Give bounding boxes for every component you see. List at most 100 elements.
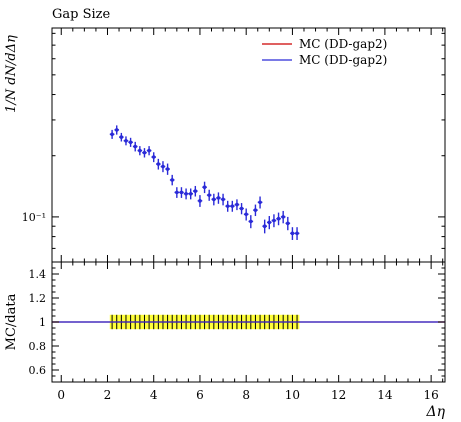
ratio-y-tick-label: 1.4 (29, 268, 47, 281)
data-point (109, 129, 115, 139)
data-point (114, 125, 120, 135)
data-point (174, 187, 180, 198)
x-tick-label: 4 (150, 388, 158, 402)
ratio-y-tick-label: 0.6 (29, 364, 47, 377)
data-point (179, 187, 184, 198)
data-point (160, 161, 166, 173)
main-y-tick-label: 10⁻¹ (22, 211, 46, 224)
x-tick-label: 0 (57, 388, 65, 402)
data-point-marker (147, 148, 151, 153)
data-point (123, 136, 129, 146)
x-tick-label: 12 (331, 388, 346, 402)
x-axis-label: Δη (426, 404, 446, 420)
data-point (197, 195, 203, 207)
data-point-marker (179, 190, 184, 195)
data-point (132, 141, 138, 152)
data-point-marker (128, 140, 133, 145)
data-point (290, 227, 295, 240)
data-point-marker (262, 224, 267, 229)
data-point (271, 214, 277, 228)
data-point (206, 189, 212, 201)
data-point-marker (151, 155, 156, 159)
data-point-marker (230, 204, 235, 208)
data-point-marker (276, 216, 281, 221)
data-point-marker (244, 212, 248, 217)
legend-entry: MC (DD-gap2) (262, 37, 387, 51)
data-point-marker (142, 150, 147, 155)
legend: MC (DD-gap2) MC (DD-gap2) (262, 37, 387, 67)
data-point (225, 200, 231, 212)
x-tick-label: 6 (196, 388, 204, 402)
data-point-marker (156, 162, 161, 166)
data-point-marker (110, 132, 114, 137)
data-point-marker (272, 218, 276, 223)
data-point (216, 192, 221, 204)
data-point-marker (202, 185, 207, 190)
x-tick-label: 16 (423, 388, 438, 402)
data-point (193, 185, 198, 197)
data-point-marker (119, 135, 124, 139)
data-point (156, 158, 161, 170)
data-point (248, 215, 254, 229)
ratio-y-tick-label: 1.2 (29, 292, 47, 305)
data-point (188, 188, 194, 200)
data-point-marker (286, 221, 290, 226)
main-panel: 10⁻¹ 1/N dN/dΔη MC (DD-gap2) MC (DD-gap2) (4, 27, 446, 263)
data-point (142, 148, 147, 158)
data-point (262, 219, 267, 234)
data-point-marker (290, 231, 295, 236)
data-point-marker (114, 128, 119, 132)
data-point (285, 216, 291, 231)
data-point-marker (239, 206, 244, 211)
data-point (234, 199, 240, 211)
data-point (119, 132, 124, 142)
data-point-marker (175, 190, 179, 195)
data-point-marker (207, 193, 211, 197)
data-point-marker (235, 202, 239, 207)
data-point (211, 193, 217, 206)
legend-entry: MC (DD-gap2) (262, 53, 387, 67)
data-point-marker (170, 178, 175, 182)
x-tick-label: 10 (285, 388, 300, 402)
data-point (165, 163, 170, 175)
data-point (146, 146, 152, 156)
main-y-axis-label: 1/N dN/dΔη (4, 35, 19, 113)
data-point (169, 174, 175, 186)
data-point-marker (138, 148, 142, 153)
ratio-y-axis-label: MC/data (4, 293, 19, 350)
data-point (243, 208, 249, 221)
data-point-marker (184, 191, 188, 196)
data-point-marker (188, 191, 193, 196)
data-point (266, 216, 272, 230)
ratio-panel: 0.6 0.8 1 1.2 1.4 0 2 4 6 8 10 12 14 16 MC/data Δη (4, 261, 446, 420)
data-point-marker (258, 200, 262, 205)
data-point (239, 203, 244, 215)
legend-label: MC (DD-gap2) (299, 53, 387, 67)
data-point (294, 227, 300, 240)
data-point (137, 146, 143, 156)
data-point (280, 210, 286, 224)
data-point (151, 152, 157, 163)
data-point-marker (225, 204, 230, 208)
data-point-marker (216, 196, 221, 200)
data-point (220, 193, 226, 206)
data-point (128, 137, 133, 147)
data-point (230, 200, 235, 212)
x-tick-label: 2 (104, 388, 112, 402)
data-point (183, 188, 189, 200)
ratio-y-tick-label: 1 (39, 316, 46, 329)
ratio-y-tick-label: 0.8 (29, 340, 47, 353)
data-point (276, 212, 281, 226)
data-point-marker (253, 208, 258, 212)
data-point-marker (193, 189, 198, 193)
data-point-marker (249, 219, 253, 224)
x-tick-label: 8 (242, 388, 250, 402)
data-point (253, 204, 258, 217)
data-point-marker (161, 164, 165, 169)
data-point-marker (133, 144, 138, 149)
data-point-marker (212, 197, 216, 202)
data-point-marker (221, 197, 225, 202)
data-point-marker (295, 231, 299, 236)
data-point (202, 181, 207, 194)
